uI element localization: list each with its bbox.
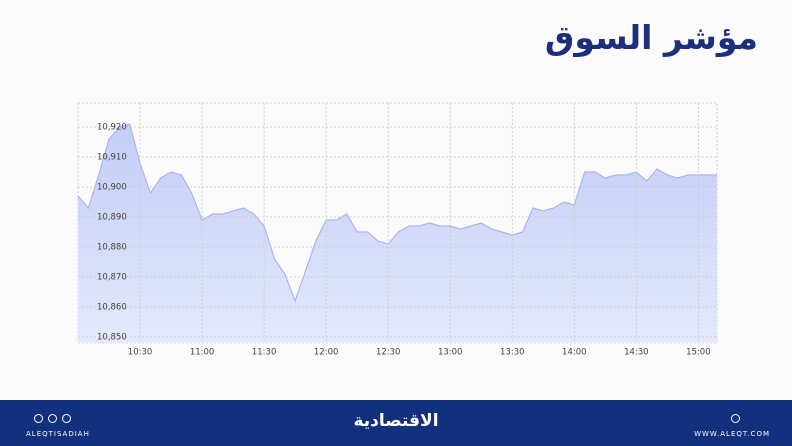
title: مؤشر السوق (544, 18, 758, 57)
x-tick-label: 11:00 (190, 348, 215, 358)
y-tick-label: 10,880 (97, 243, 127, 253)
social-handle[interactable]: ALEQTISADIAH (26, 430, 90, 438)
x-tick-label: 10:30 (128, 348, 153, 358)
website[interactable]: WWW.ALEQT.COM (694, 430, 770, 438)
y-tick-label: 10,920 (97, 123, 127, 133)
x-tick-label: 13:00 (438, 348, 463, 358)
y-tick-label: 10,870 (97, 273, 127, 283)
logo: الاقتصادية (353, 411, 439, 431)
chart: 10,850 10,860 10,870 10,880 10,890 10,900 10,9… (77, 102, 718, 358)
x-tick-label: 13:30 (500, 348, 525, 358)
x-tick-label: 12:30 (376, 348, 401, 358)
y-tick-label: 10,850 (97, 333, 127, 343)
line (77, 123, 717, 303)
web-icon[interactable] (731, 414, 740, 423)
x-tick-label: 11:30 (252, 348, 277, 358)
x-tick-label: 12:00 (314, 348, 339, 358)
x-tick-label: 15:00 (686, 348, 711, 358)
x-tick-label: 14:00 (562, 348, 587, 358)
y-tick-label: 10,860 (97, 303, 127, 313)
y-tick-label: 10,910 (97, 153, 127, 163)
y-tick-label: 10,890 (97, 213, 127, 223)
x-tick-label: 14:30 (624, 348, 649, 358)
social-icon[interactable] (34, 414, 43, 423)
social-icon[interactable] (62, 414, 71, 423)
y-tick-label: 10,900 (97, 183, 127, 193)
social-icon[interactable] (48, 414, 57, 423)
footer: الاقتصادية ALEQTISADIAH WWW.ALEQT.COM (0, 400, 792, 446)
